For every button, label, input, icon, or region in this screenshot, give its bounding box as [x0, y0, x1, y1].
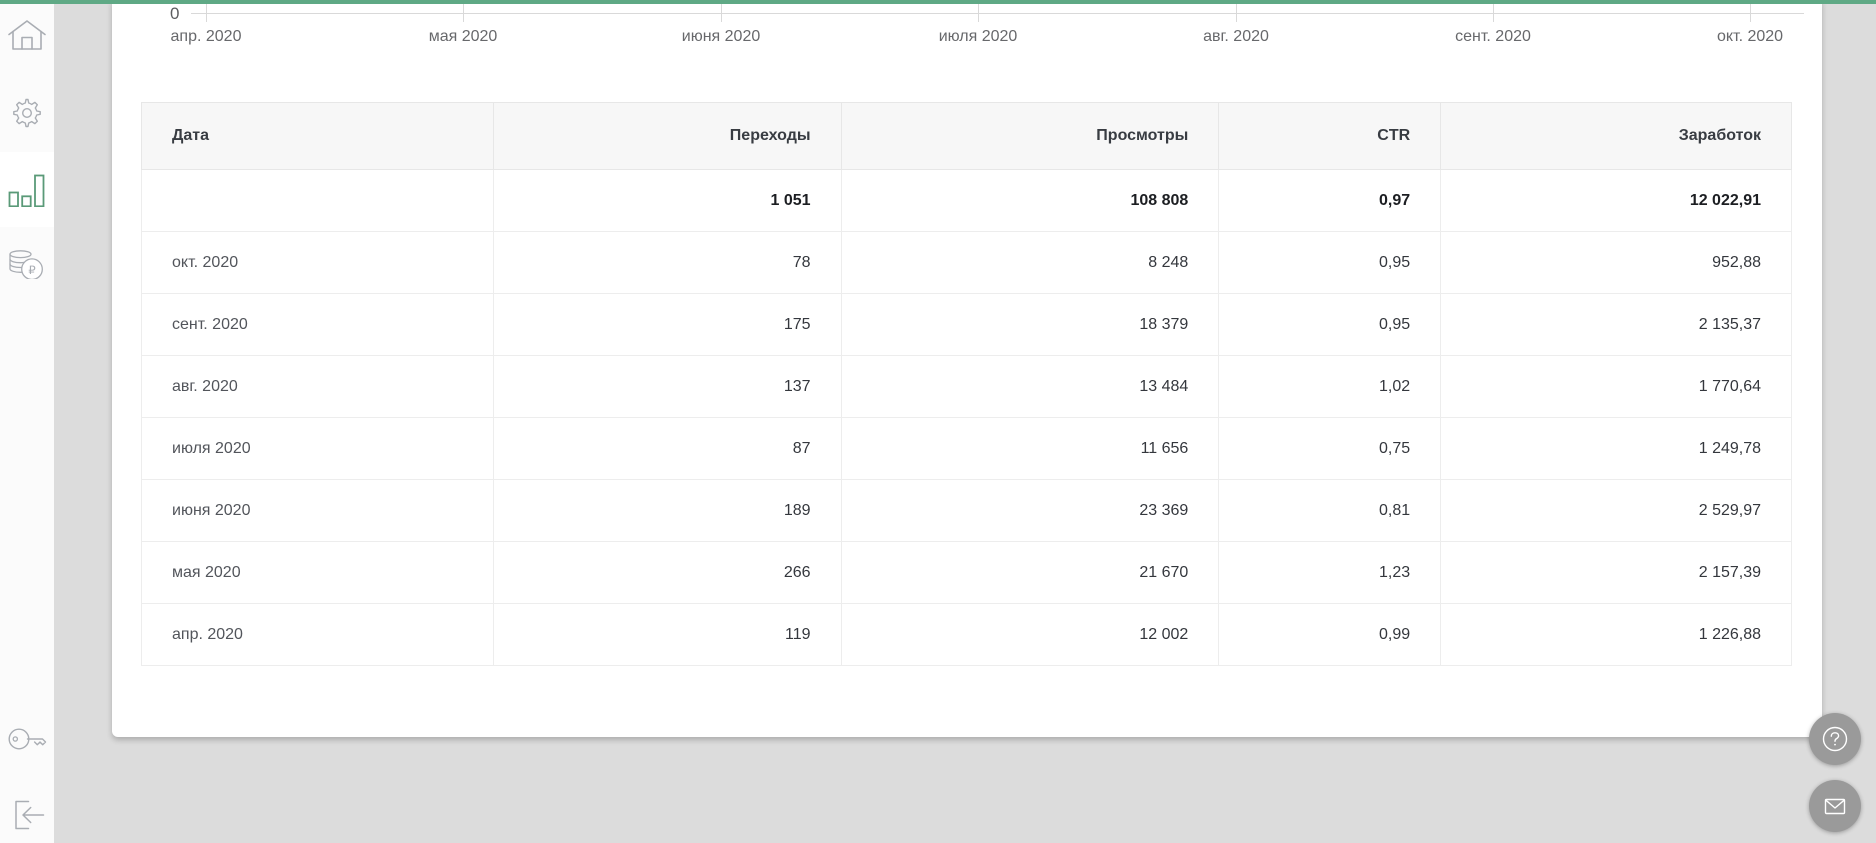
svg-text:₽: ₽: [28, 264, 36, 276]
